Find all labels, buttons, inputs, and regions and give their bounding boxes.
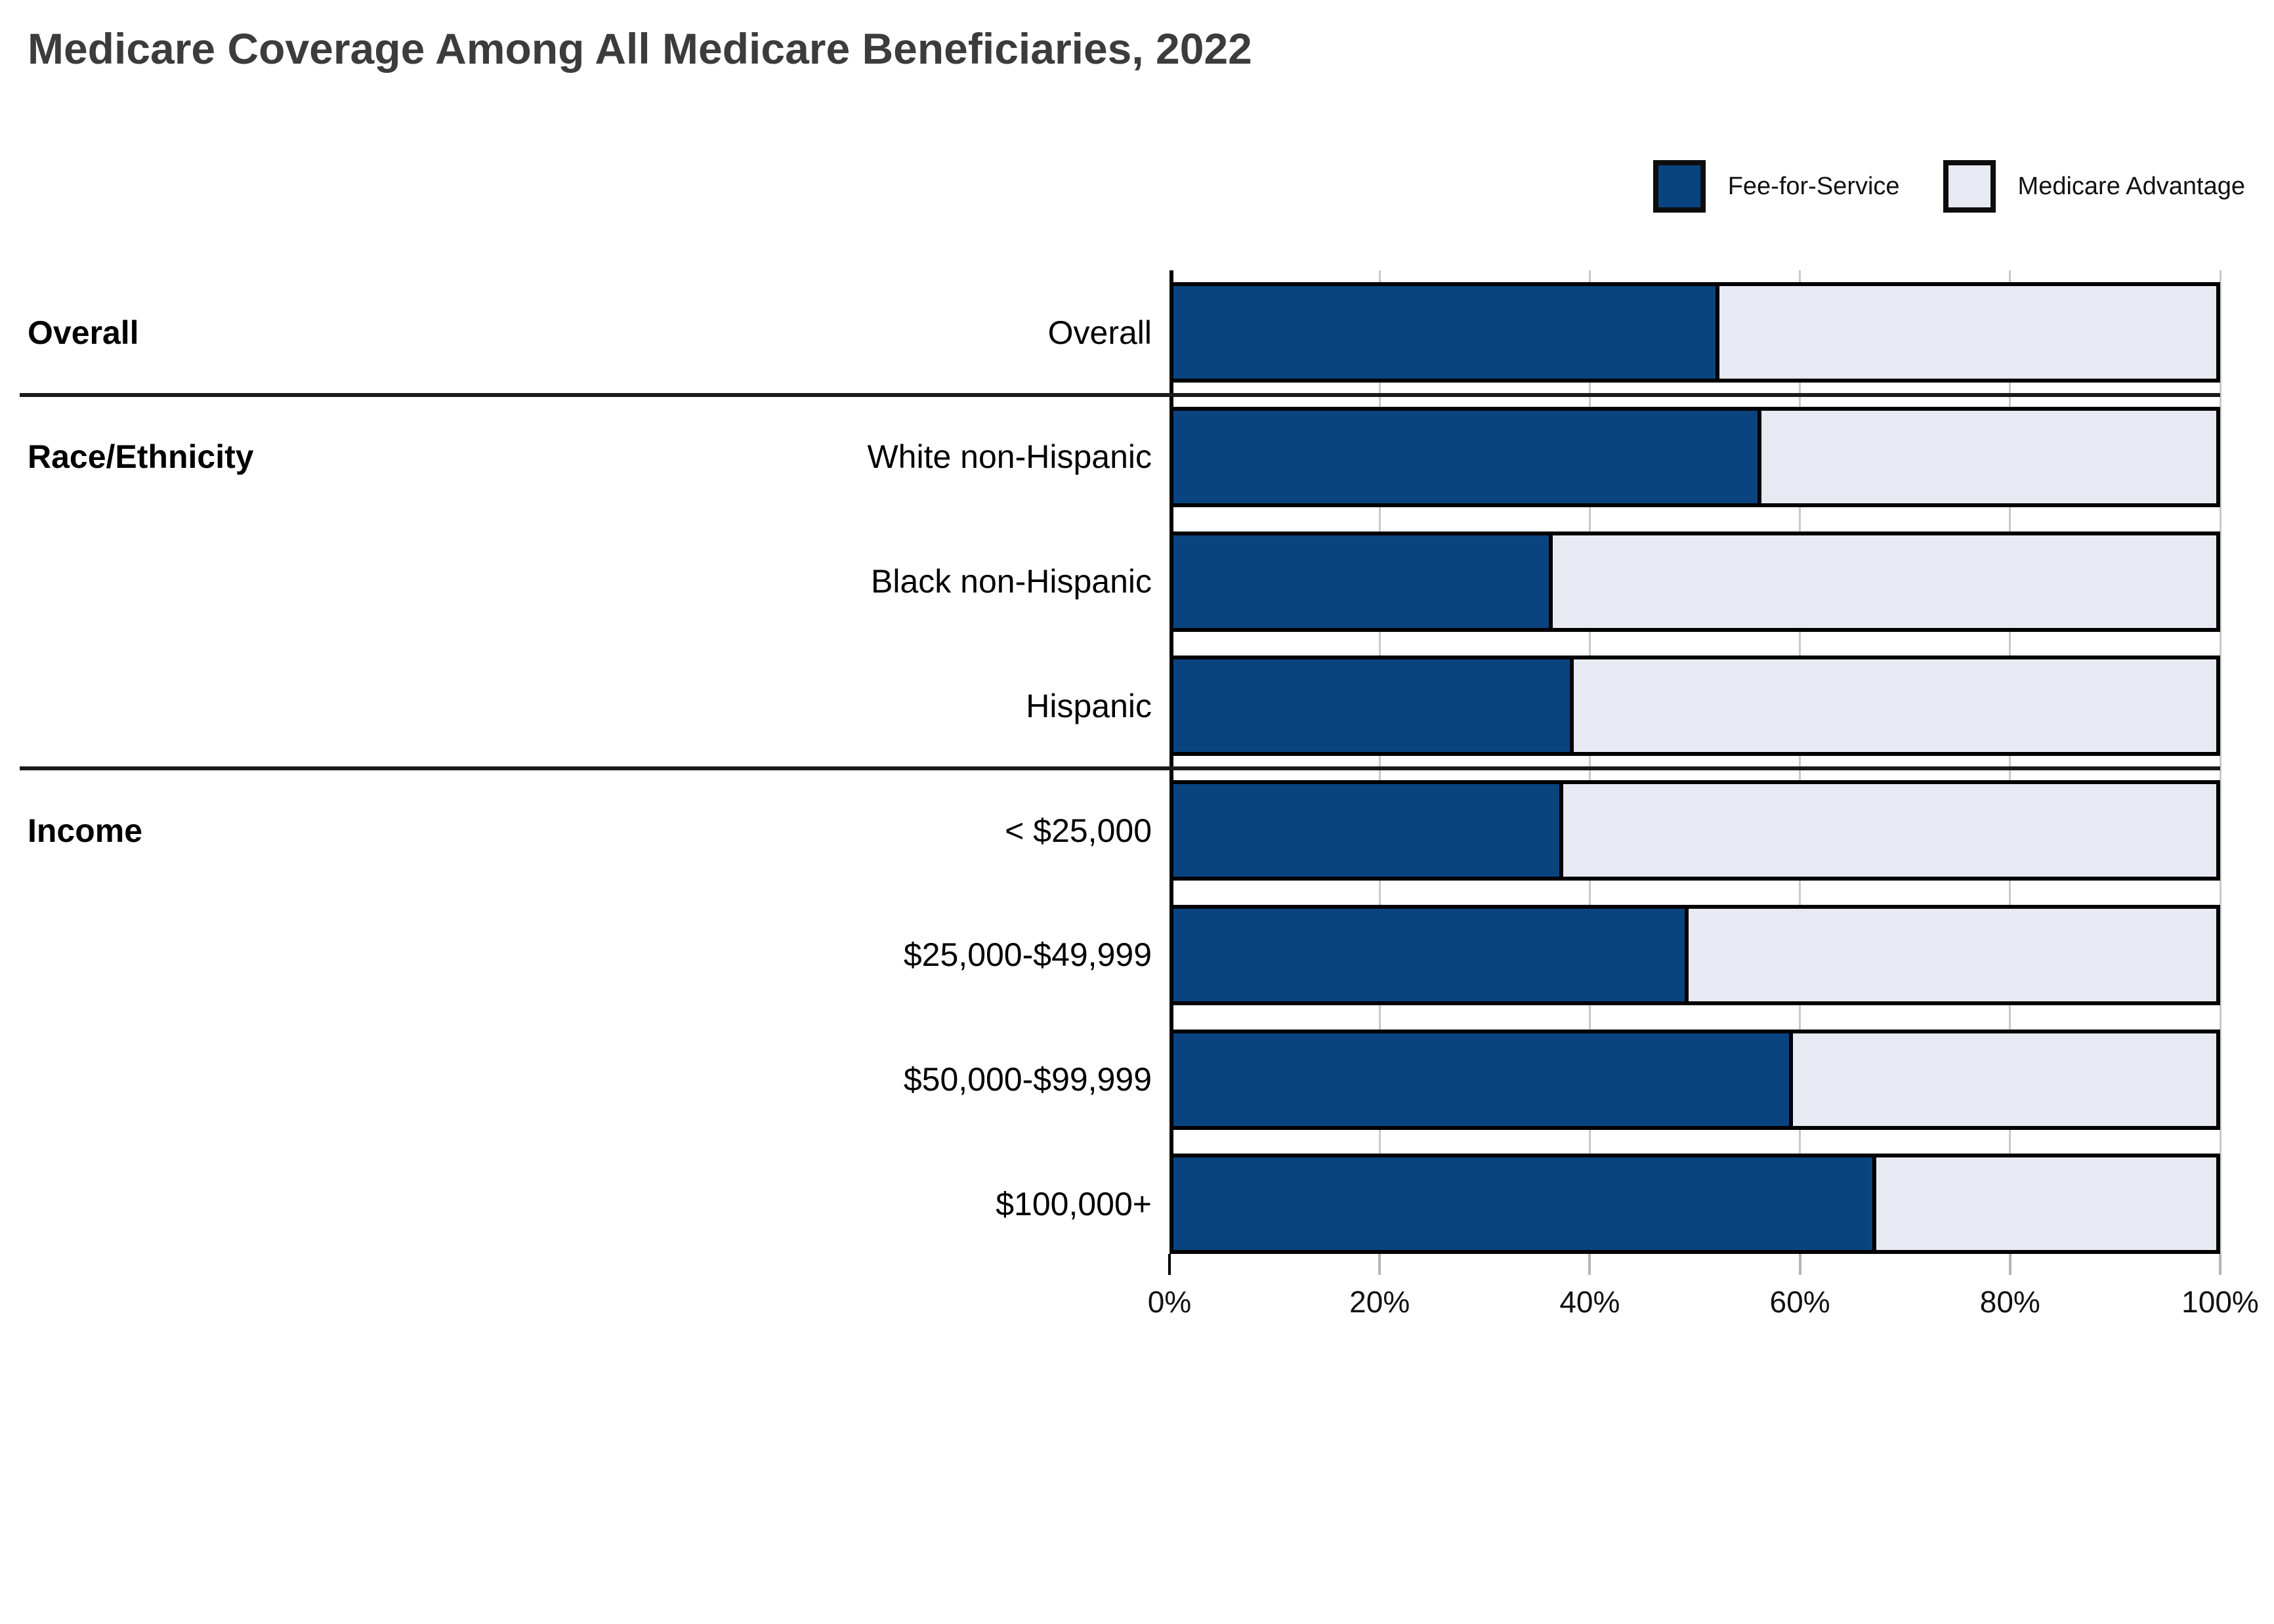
bar-25-000 bbox=[1169, 780, 2220, 881]
bar-overall bbox=[1169, 282, 2220, 383]
group-separator-after-race-ethnicity bbox=[20, 766, 2220, 770]
section-label-overall: Overall bbox=[28, 314, 139, 351]
x-axis-tick-60 bbox=[1798, 1254, 1801, 1275]
row-label-hispanic: Hispanic bbox=[1026, 687, 1152, 724]
x-axis-tick-label-40: 40% bbox=[1559, 1285, 1620, 1319]
legend-item-fee-for-service: Fee-for-Service bbox=[1653, 160, 1900, 213]
x-axis-tick-100 bbox=[2219, 1254, 2221, 1275]
x-axis-tick-label-80: 80% bbox=[1979, 1285, 2040, 1319]
bar-segment-fee-for-service-white-non-hispanic bbox=[1173, 410, 1761, 503]
legend: Fee-for-Service Medicare Advantage bbox=[1653, 160, 2245, 213]
bar-segment-medicare-advantage-25-000-49-999 bbox=[1688, 908, 2216, 1001]
section-label-race-ethnicity: Race/Ethnicity bbox=[28, 438, 254, 476]
gridline-80 bbox=[2009, 270, 2011, 1254]
bar-segment-fee-for-service-25-000 bbox=[1173, 784, 1563, 877]
bar-50-000-99-999 bbox=[1169, 1029, 2220, 1130]
bar-segment-medicare-advantage-100-000 bbox=[1876, 1157, 2216, 1251]
x-axis-tick-20 bbox=[1378, 1254, 1381, 1275]
bar-hispanic bbox=[1169, 656, 2220, 757]
bar-segment-medicare-advantage-white-non-hispanic bbox=[1761, 410, 2216, 503]
x-axis-tick-label-0: 0% bbox=[1147, 1285, 1192, 1319]
plot-area: 0% 20% 40% 60% 80% 100% bbox=[1148, 270, 2259, 1319]
row-label-25-000: < $25,000 bbox=[1005, 812, 1152, 849]
group-separator-after-overall bbox=[20, 392, 2220, 397]
bar-25-000-49-999 bbox=[1169, 904, 2220, 1005]
row-label-white-non-hispanic: White non-Hispanic bbox=[867, 438, 1152, 476]
gridline-100 bbox=[2219, 270, 2221, 1254]
x-axis-tick-0 bbox=[1168, 1254, 1171, 1275]
gridline-60 bbox=[1799, 270, 1801, 1254]
x-axis-tick-label-100: 100% bbox=[2181, 1285, 2259, 1319]
x-axis-tick-40 bbox=[1588, 1254, 1591, 1275]
row-label-100-000: $100,000+ bbox=[996, 1185, 1152, 1222]
legend-label-medicare-advantage: Medicare Advantage bbox=[2017, 172, 2245, 200]
legend-item-medicare-advantage: Medicare Advantage bbox=[1943, 160, 2245, 213]
bar-segment-medicare-advantage-25-000 bbox=[1563, 784, 2216, 877]
chart-title: Medicare Coverage Among All Medicare Ben… bbox=[28, 24, 1252, 73]
bar-black-non-hispanic bbox=[1169, 531, 2220, 632]
section-label-income: Income bbox=[28, 812, 143, 849]
legend-label-fee-for-service: Fee-for-Service bbox=[1727, 172, 1900, 200]
bar-segment-fee-for-service-overall bbox=[1173, 286, 1720, 379]
bar-segment-fee-for-service-hispanic bbox=[1173, 659, 1574, 753]
bar-segment-fee-for-service-50-000-99-999 bbox=[1173, 1033, 1793, 1126]
bar-segment-fee-for-service-100-000 bbox=[1173, 1157, 1876, 1251]
bar-segment-medicare-advantage-black-non-hispanic bbox=[1553, 535, 2216, 628]
row-label-overall: Overall bbox=[1047, 314, 1152, 351]
x-axis-tick-label-60: 60% bbox=[1769, 1285, 1830, 1319]
x-axis-tick-80 bbox=[2008, 1254, 2011, 1275]
legend-swatch-fee-for-service bbox=[1653, 160, 1706, 213]
x-axis-tick-label-20: 20% bbox=[1349, 1285, 1410, 1319]
bar-segment-medicare-advantage-hispanic bbox=[1573, 659, 2216, 753]
bar-white-non-hispanic bbox=[1169, 406, 2220, 507]
bar-segment-fee-for-service-25-000-49-999 bbox=[1173, 908, 1689, 1001]
bar-segment-fee-for-service-black-non-hispanic bbox=[1173, 535, 1553, 628]
bar-segment-medicare-advantage-50-000-99-999 bbox=[1792, 1033, 2216, 1126]
bar-segment-medicare-advantage-overall bbox=[1719, 286, 2216, 379]
row-label-25-000-49-999: $25,000-$49,999 bbox=[903, 936, 1152, 974]
row-label-50-000-99-999: $50,000-$99,999 bbox=[903, 1061, 1152, 1098]
bar-100-000 bbox=[1169, 1154, 2220, 1255]
gridline-20 bbox=[1378, 270, 1381, 1254]
gridline-40 bbox=[1588, 270, 1591, 1254]
legend-swatch-medicare-advantage bbox=[1943, 160, 1996, 213]
y-axis-line bbox=[1169, 270, 1173, 1254]
row-label-black-non-hispanic: Black non-Hispanic bbox=[871, 563, 1152, 600]
